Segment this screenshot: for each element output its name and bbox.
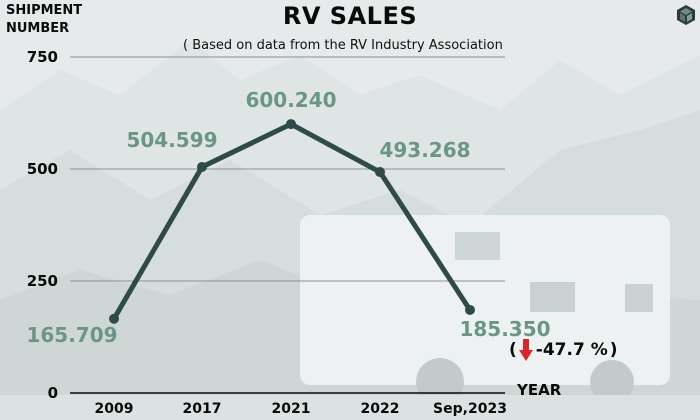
data-label: 600.240 xyxy=(245,88,336,112)
y-tick-label: 500 xyxy=(27,160,58,178)
data-label: 165.709 xyxy=(26,323,117,347)
change-close-paren: ) xyxy=(609,340,618,360)
change-open-paren: ( xyxy=(509,340,517,360)
data-point xyxy=(109,313,119,324)
data-point xyxy=(197,161,207,172)
x-tick-label: 2017 xyxy=(183,401,222,417)
data-point xyxy=(465,304,475,315)
data-label: 185.350 xyxy=(459,317,550,341)
change-annotation: ( -47.7 % ) xyxy=(509,339,618,361)
y-tick-label: 250 xyxy=(27,272,58,290)
data-label: 493.268 xyxy=(379,138,470,162)
change-value: -47.7 % xyxy=(535,340,608,360)
data-point xyxy=(375,167,385,178)
y-tick-label: 0 xyxy=(48,384,58,402)
down-arrow-icon xyxy=(518,339,533,361)
chart-title: RV SALES xyxy=(282,2,418,30)
data-label: 504.599 xyxy=(126,128,217,152)
data-point xyxy=(286,119,296,130)
y-axis-title: SHIPMENT NUMBER xyxy=(6,3,83,36)
x-tick-label: Sep,2023 xyxy=(433,401,507,417)
cube-logo-icon xyxy=(677,5,695,25)
x-tick-label: 2009 xyxy=(95,401,134,417)
x-axis-title: YEAR xyxy=(517,381,562,399)
x-tick-label: 2022 xyxy=(361,401,400,417)
x-tick-label: 2021 xyxy=(272,401,311,417)
chart-subtitle: ( Based on data from the RV Industry Ass… xyxy=(183,38,503,53)
y-tick-label: 750 xyxy=(27,48,58,66)
